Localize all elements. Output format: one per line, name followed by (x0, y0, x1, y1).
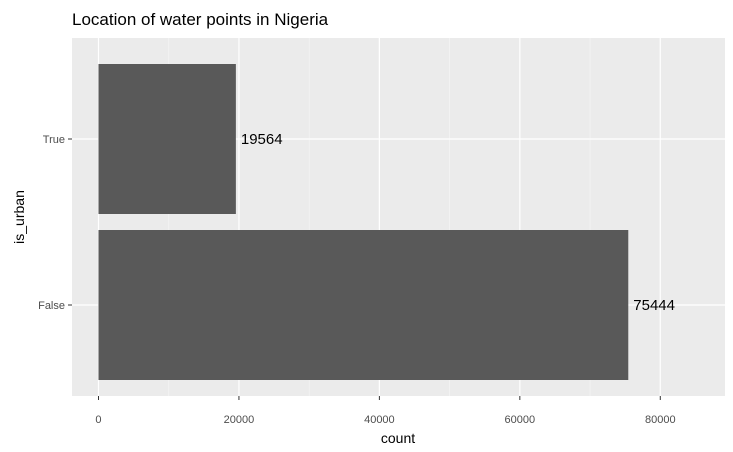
bars (98, 64, 629, 380)
data-label-true: 19564 (241, 131, 283, 148)
y-axis-title: is_urban (11, 190, 27, 244)
x-tick-label: 20000 (224, 414, 255, 426)
x-tick-label: 40000 (364, 414, 395, 426)
bar-false (98, 230, 629, 380)
x-tick-label: 80000 (645, 414, 676, 426)
bar-true (98, 64, 236, 214)
y-tick-label-false: False (38, 300, 65, 312)
x-tick-label: 60000 (505, 414, 536, 426)
chart-title: Location of water points in Nigeria (72, 10, 329, 29)
x-tick-label: 0 (95, 414, 101, 426)
data-label-false: 75444 (633, 297, 675, 314)
x-axis-title: count (381, 430, 415, 446)
data-labels: 19564 75444 (241, 131, 675, 314)
x-axis: 0 20000 40000 60000 80000 (95, 396, 676, 426)
y-axis: True False (38, 134, 72, 312)
y-tick-label-true: True (43, 134, 65, 146)
